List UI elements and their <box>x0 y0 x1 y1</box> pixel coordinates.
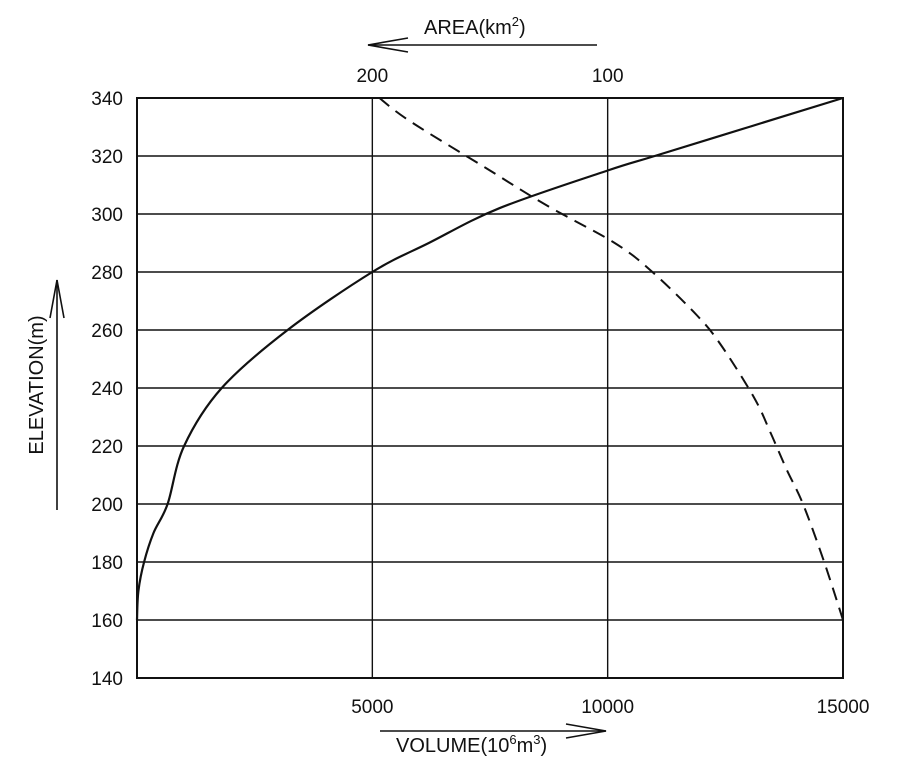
volume-axis-title: VOLUME(106m3) <box>396 732 547 757</box>
y-tick-label: 300 <box>91 205 123 226</box>
y-tick-label: 240 <box>91 379 123 400</box>
grid-lines <box>137 98 843 678</box>
volume-curve-solid <box>135 96 844 621</box>
plot-frame <box>136 97 844 679</box>
area-curve-dashed <box>378 97 844 621</box>
x-bottom-tick-label: 15000 <box>817 697 870 718</box>
elevation-direction-arrow <box>49 279 65 510</box>
x-bottom-tick-label: 10000 <box>581 697 634 718</box>
y-tick-label: 320 <box>91 147 123 168</box>
x-top-tick-label: 100 <box>592 66 624 87</box>
y-tick-label: 220 <box>91 437 123 458</box>
y-tick-label: 140 <box>91 669 123 690</box>
y-tick-label: 340 <box>91 89 123 110</box>
tick-labels: 140 160 180 200 220 240 260 280 300 320 340 5000 100… <box>91 66 869 718</box>
volume-direction-arrow <box>380 723 607 739</box>
y-tick-label: 200 <box>91 495 123 516</box>
x-top-tick-label: 200 <box>356 66 388 87</box>
x-bottom-tick-label: 5000 <box>351 697 393 718</box>
y-tick-label: 180 <box>91 553 123 574</box>
y-tick-label: 260 <box>91 321 123 342</box>
elevation-axis-title: ELEVATION(m) <box>26 315 48 454</box>
area-axis-title: AREA(km2) <box>424 14 526 39</box>
area-direction-arrow <box>367 37 597 53</box>
y-tick-label: 160 <box>91 611 123 632</box>
y-tick-label: 280 <box>91 263 123 284</box>
